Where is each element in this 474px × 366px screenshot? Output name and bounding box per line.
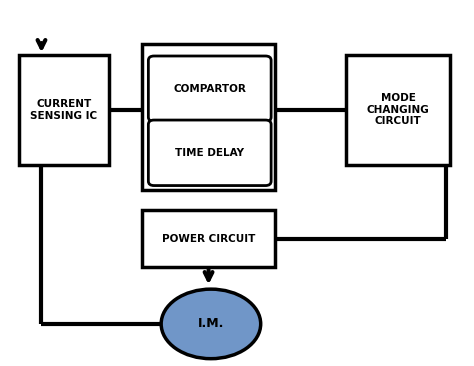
FancyBboxPatch shape (148, 56, 271, 122)
Text: MODE
CHANGING
CIRCUIT: MODE CHANGING CIRCUIT (367, 93, 429, 126)
Text: COMPARTOR: COMPARTOR (173, 84, 246, 94)
FancyBboxPatch shape (346, 55, 450, 165)
Ellipse shape (161, 289, 261, 359)
Text: CURRENT
SENSING IC: CURRENT SENSING IC (30, 99, 98, 121)
Text: POWER CIRCUIT: POWER CIRCUIT (162, 234, 255, 244)
Text: I.M.: I.M. (198, 317, 224, 330)
Text: TIME DELAY: TIME DELAY (175, 148, 244, 158)
FancyBboxPatch shape (142, 210, 275, 267)
FancyBboxPatch shape (148, 120, 271, 186)
FancyBboxPatch shape (142, 44, 275, 190)
FancyBboxPatch shape (19, 55, 109, 165)
